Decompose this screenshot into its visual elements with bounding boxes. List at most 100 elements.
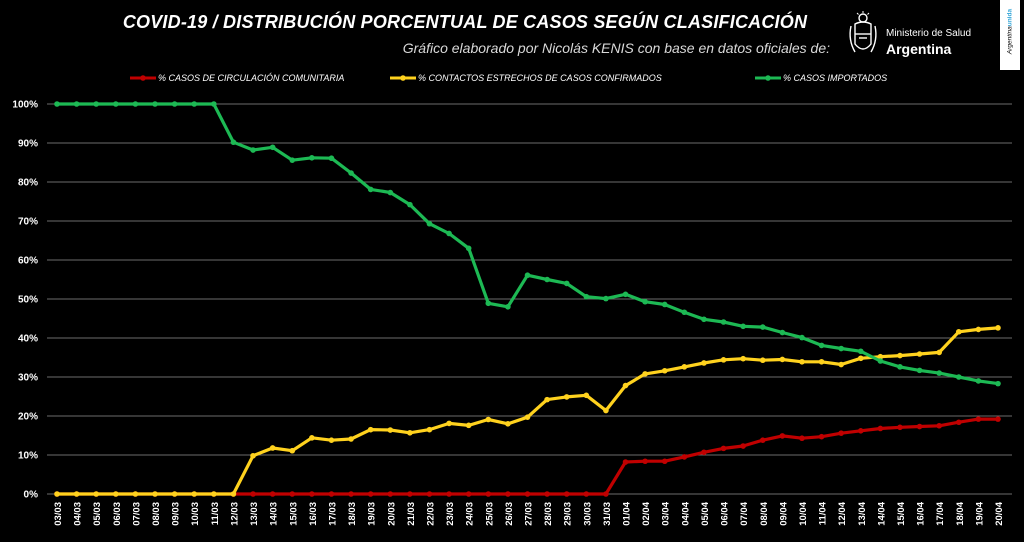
x-tick-label: 21/03 [406,502,417,526]
data-point [642,458,648,465]
data-point [936,422,942,429]
data-point [681,364,688,370]
data-point [54,101,60,107]
series-line [57,326,999,496]
data-point [485,416,492,423]
data-point [544,491,550,497]
data-point [250,147,256,153]
legend-marker [400,75,406,81]
data-point [995,325,1001,331]
x-tick-label: 16/04 [916,501,927,525]
data-point [426,426,433,433]
argentina-seal-icon [849,11,877,53]
data-point [407,491,413,497]
data-point [465,491,472,497]
data-point [465,245,472,252]
data-point [73,491,80,497]
data-point [897,424,903,431]
data-point [289,157,296,163]
data-point [113,101,119,107]
data-point [563,491,570,497]
data-point [309,491,315,497]
x-tick-label: 06/04 [720,501,731,525]
data-point [740,355,746,362]
x-tick-label: 04/04 [680,501,691,525]
legend-label: % CASOS DE CIRCULACIÓN COMUNITARIA [158,73,344,83]
data-point [857,355,864,362]
chart-legend: % CASOS DE CIRCULACIÓN COMUNITARIA % CONT… [130,73,887,83]
x-tick-label: 12/03 [229,502,240,526]
data-point [799,358,805,365]
data-point [465,422,472,429]
data-point [132,101,139,107]
data-point [407,429,413,436]
data-point [348,436,354,442]
data-point [603,407,609,414]
data-point [54,491,60,497]
x-tick-label: 11/03 [210,502,221,525]
x-tick-label: 05/04 [700,501,711,525]
data-point [838,361,844,368]
data-point [701,449,707,456]
data-point [191,491,198,497]
data-point [563,280,570,287]
data-point [975,378,982,384]
data-point [93,491,100,497]
data-point [720,319,727,325]
x-tick-label: 19/03 [367,502,378,526]
x-tick-label: 02/04 [641,501,652,525]
data-point [505,421,511,427]
x-tick-label: 10/04 [798,501,809,525]
x-tick-label: 28/03 [543,502,554,526]
y-tick-label: 90% [18,139,38,150]
y-tick-label: 60% [18,256,38,267]
data-point [720,357,727,363]
data-point [328,491,335,497]
data-point [348,170,354,176]
data-point [348,491,354,497]
x-tick-label: 13/03 [249,502,260,526]
data-point [309,155,315,161]
x-tick-label: 18/04 [955,501,966,525]
y-tick-label: 0% [24,490,39,501]
data-point [740,443,746,449]
data-point [309,435,315,441]
data-point [759,357,766,364]
legend-label: % CASOS IMPORTADOS [783,73,887,83]
data-point [955,328,962,335]
data-point [936,349,942,356]
data-point [289,447,296,454]
x-tick-label: 01/04 [622,501,633,525]
data-point [269,491,276,497]
data-point [838,430,844,436]
series-line [57,102,999,386]
x-tick-label: 31/03 [602,502,613,526]
series-lines [54,101,1001,497]
data-point [779,356,786,363]
x-tick-label: 13/04 [857,501,868,525]
data-point [505,491,511,497]
data-point [113,491,119,497]
data-point [289,491,296,497]
data-point [93,101,100,107]
data-point [328,437,335,443]
x-tick-label: 16/03 [308,502,319,526]
x-tick-label: 26/03 [504,502,515,526]
data-point [799,435,805,442]
x-tick-label: 29/03 [563,502,574,526]
data-point [897,352,903,359]
x-tick-label: 03/04 [661,501,672,525]
x-tick-label: 03/03 [53,502,64,526]
data-point [544,276,550,283]
x-tick-label: 22/03 [425,502,436,526]
data-point [583,491,590,497]
data-point [407,201,413,208]
data-point [446,491,452,497]
data-point [681,454,688,460]
data-point [485,491,492,497]
data-point [701,316,707,323]
x-axis: 03/03 04/03 05/03 06/03 07/03 08/03 09/03 10/03… [53,501,1005,525]
x-tick-label: 06/03 [112,502,123,526]
legend-marker [765,75,771,81]
badge-suffix: unida [1006,8,1014,27]
